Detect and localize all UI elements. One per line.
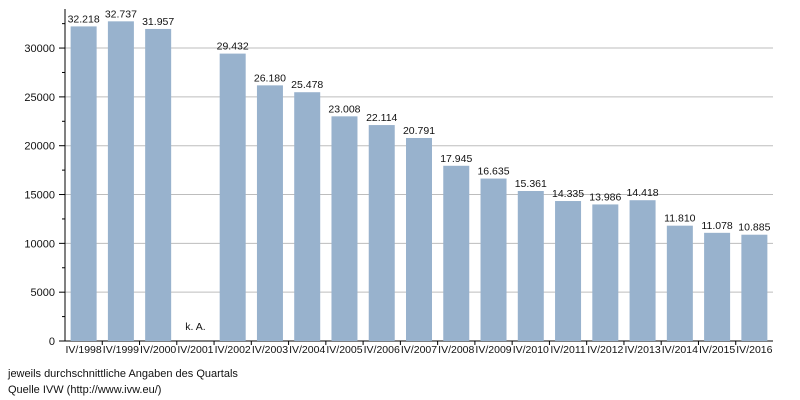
y-tick-label: 30000 [24, 43, 55, 55]
data-label: 10.885 [738, 222, 770, 234]
data-label: 11.810 [664, 213, 695, 225]
x-tick-label: IV/2016 [736, 344, 772, 356]
bar [331, 116, 358, 341]
y-tick-label: 25000 [24, 92, 55, 104]
bar [406, 137, 432, 341]
bar [555, 201, 582, 341]
x-tick-label: IV/2012 [587, 344, 623, 356]
data-label: 25.478 [291, 79, 323, 91]
x-tick-label: IV/2010 [513, 344, 549, 356]
bar [666, 225, 693, 341]
x-tick-label: IV/2011 [550, 344, 586, 356]
data-label: 20.791 [403, 125, 435, 137]
x-tick-label: IV/2008 [438, 344, 474, 356]
data-label: 32.737 [105, 8, 137, 20]
x-tick-label: IV/2007 [401, 344, 437, 356]
bar [517, 191, 544, 341]
x-tick-label: IV/2005 [326, 344, 362, 356]
bar [70, 26, 97, 342]
bar [704, 232, 731, 341]
data-label: 13.986 [589, 191, 621, 203]
data-label: 14.335 [552, 188, 584, 200]
data-label: 32.218 [68, 13, 100, 25]
data-label: 23.008 [328, 103, 360, 115]
x-tick-label: IV/1998 [66, 344, 102, 356]
x-tick-label: IV/1999 [103, 344, 139, 356]
bar [480, 178, 507, 341]
bar [219, 53, 246, 342]
bar [107, 21, 134, 341]
bar [256, 85, 283, 341]
data-label: 16.635 [477, 166, 509, 178]
data-label: 15.361 [515, 178, 547, 190]
data-label: 17.945 [440, 153, 472, 165]
x-tick-label: IV/2003 [252, 344, 288, 356]
data-label: 31.957 [142, 16, 174, 28]
y-tick-label: 10000 [24, 238, 55, 250]
x-tick-label: IV/2004 [289, 344, 325, 356]
y-tick-label: 5000 [31, 287, 55, 299]
x-tick-label: IV/2014 [662, 344, 698, 356]
y-tick-label: 15000 [24, 190, 55, 202]
bar [294, 92, 321, 342]
data-label: 22.114 [366, 112, 397, 124]
data-label: 26.180 [254, 72, 286, 84]
x-tick-label: IV/2006 [364, 344, 400, 356]
x-tick-label: IV/2000 [140, 344, 176, 356]
bar [443, 165, 470, 341]
x-tick-label: IV/2002 [215, 344, 251, 356]
footnote-average: jeweils durchschnittliche Angaben des Qu… [8, 368, 238, 380]
x-tick-label: IV/2009 [475, 344, 511, 356]
bar [145, 28, 172, 342]
x-tick-label: IV/2015 [699, 344, 735, 356]
bar [592, 204, 619, 341]
y-tick-label: 0 [49, 336, 55, 348]
data-label: k. A. [185, 321, 205, 333]
footnote-source: Quelle IVW (http://www.ivw.eu/) [8, 384, 162, 396]
data-label: 14.418 [627, 187, 659, 199]
data-label: 29.432 [217, 41, 249, 53]
bar [741, 234, 768, 341]
y-tick-label: 20000 [24, 141, 55, 153]
x-tick-label: IV/2013 [624, 344, 660, 356]
bar [629, 200, 656, 341]
data-label: 11.078 [701, 220, 732, 232]
x-tick-label: IV/2001 [177, 344, 213, 356]
bar [368, 125, 395, 341]
